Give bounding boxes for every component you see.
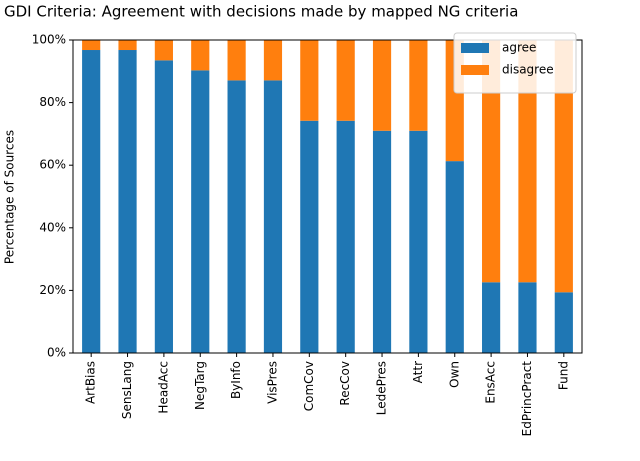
bar-segment (482, 282, 501, 353)
bar-segment (300, 120, 319, 353)
y-tick-label: 20% (39, 283, 66, 297)
bar-segment (227, 80, 246, 353)
bar-segment (82, 40, 101, 51)
x-tick-label: VisPres (265, 361, 279, 404)
bar-segment (336, 120, 355, 353)
chart-title: GDI Criteria: Agreement with decisions m… (4, 3, 518, 21)
bar-segment (409, 40, 428, 131)
legend-label: disagree (502, 63, 554, 77)
bar-segment (554, 40, 573, 293)
bar-segment (445, 161, 464, 353)
x-tick-label: ArtBias (84, 361, 98, 404)
bar-segment (227, 40, 246, 81)
y-tick-label: 80% (39, 95, 66, 109)
bar-segment (518, 40, 537, 283)
bar-segment (263, 80, 283, 353)
bar-segment (554, 292, 573, 353)
bar-segment (372, 130, 392, 353)
y-axis-label: Percentage of Sources (3, 130, 17, 264)
x-tick-label: EnsAcc (484, 361, 498, 404)
y-tick-label: 0% (47, 346, 66, 360)
bar-segment (409, 130, 428, 353)
x-tick-label: Attr (411, 361, 425, 383)
y-tick-label: 40% (39, 220, 66, 234)
bar-segment (300, 40, 319, 121)
x-tick-label: EdPrincPract (520, 361, 534, 437)
bar-segment (154, 60, 173, 353)
bar-segment (82, 50, 101, 354)
bar-segment (154, 40, 173, 61)
bar-segment (191, 70, 210, 354)
y-tick-label: 60% (39, 158, 66, 172)
y-tick-label: 100% (32, 33, 66, 47)
bar-segment (482, 40, 501, 283)
bar-segment (336, 40, 355, 121)
x-tick-label: ByInfo (229, 361, 243, 399)
bar-segment (263, 40, 283, 81)
legend-swatch (461, 65, 489, 75)
x-tick-label: Fund (556, 361, 570, 390)
bar-segment (118, 50, 137, 354)
x-tick-label: RecCov (338, 361, 352, 406)
bar-segment (518, 282, 537, 353)
x-tick-label: Own (447, 361, 461, 388)
x-tick-label: SensLang (120, 361, 134, 419)
bar-segment (372, 40, 392, 131)
x-tick-label: ComCov (302, 361, 316, 411)
x-tick-label: NegTarg (193, 361, 207, 410)
legend-label: agree (502, 41, 536, 55)
bar-segment (118, 40, 137, 51)
bar-segment (191, 40, 210, 71)
x-tick-label: LedePres (375, 361, 389, 415)
x-tick-label: HeadAcc (156, 361, 170, 414)
legend-swatch (461, 43, 489, 53)
plot-frame (72, 39, 583, 354)
